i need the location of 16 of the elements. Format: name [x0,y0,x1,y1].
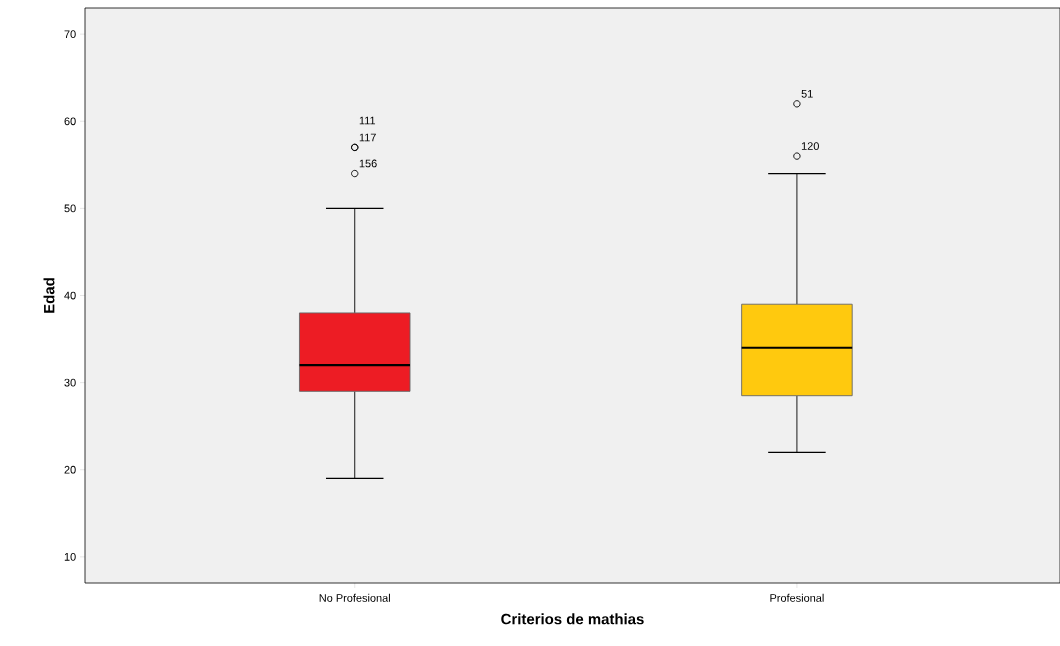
x-axis-title: Criterios de mathias [501,613,644,625]
y-axis-title: Edad [43,278,55,313]
annotation: 111 [359,116,376,125]
annotation: 120 [801,142,819,150]
y-tick-label: 40 [64,291,76,300]
x-tick-label: Profesional [770,593,824,602]
y-tick-label: 30 [64,378,76,387]
y-tick-label: 70 [64,30,76,39]
annotation: 51 [801,90,813,98]
x-tick-label: No Profesional [319,593,390,602]
annotation: 117 [359,133,376,142]
annotation: 156 [359,159,377,168]
y-tick-label: 10 [64,553,76,561]
y-tick-label: 60 [64,117,76,126]
y-tick-label: 20 [64,465,76,474]
y-tick-label: 50 [64,204,76,213]
